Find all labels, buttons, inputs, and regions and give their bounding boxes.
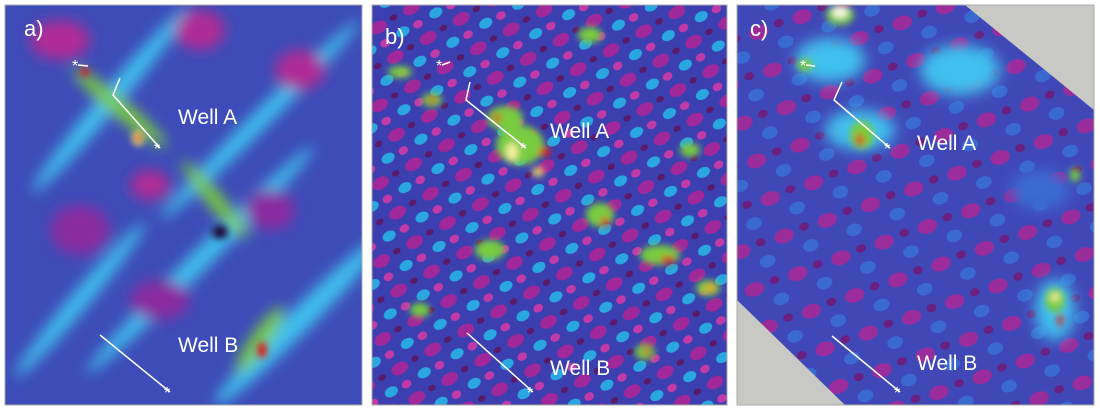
svg-text:*: * (884, 141, 890, 158)
svg-text:*: * (72, 58, 78, 75)
well-label: Well A (917, 132, 976, 155)
svg-text:*: * (436, 58, 442, 75)
panel-c (737, 5, 1094, 405)
panel-label: b) (385, 24, 405, 49)
well-label: Well A (178, 106, 237, 129)
panel-label: c) (750, 16, 768, 41)
svg-text:*: * (894, 385, 900, 402)
svg-text:*: * (527, 385, 533, 402)
svg-text:*: * (520, 141, 526, 158)
well-label: Well B (550, 357, 610, 380)
well-label: Well A (550, 120, 609, 143)
well-paths: * * * * * * * * * (72, 58, 901, 402)
svg-text:*: * (154, 141, 160, 158)
well-label: Well B (917, 352, 977, 375)
svg-text:*: * (164, 385, 170, 402)
panel-b (372, 5, 727, 405)
panel-label: a) (24, 16, 44, 41)
panel-a (5, 5, 362, 405)
well-label: Well B (178, 334, 238, 357)
svg-text:*: * (800, 58, 806, 75)
